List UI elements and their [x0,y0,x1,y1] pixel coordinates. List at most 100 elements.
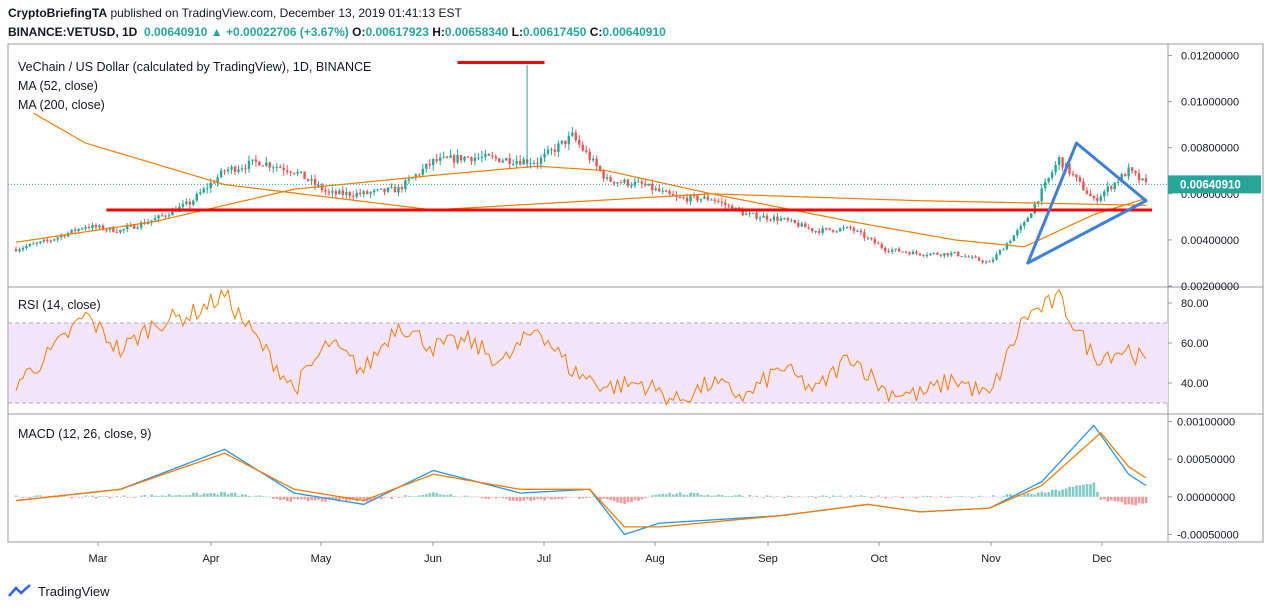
candle-body [1068,163,1071,174]
symbol: BINANCE:VETUSD, 1D [8,25,138,39]
macd-histogram-bar [216,494,220,497]
macd-histogram-bar [842,496,845,498]
ma52-legend[interactable]: MA (52, close) [18,79,98,93]
macd-histogram-bar [807,496,811,497]
candle-body [633,181,637,186]
macd-histogram-bar [671,494,675,497]
candle-body [595,158,598,167]
macd-histogram-bar [970,496,974,498]
tradingview-logo[interactable]: TradingView [8,583,110,599]
candle-body [943,253,946,256]
last-price: 0.00640910 [144,25,208,39]
macd-histogram-bar [894,496,898,497]
candle-body [814,231,817,233]
macd-histogram-bar [101,496,105,497]
ma200-legend[interactable]: MA (200, close) [18,98,105,112]
macd-histogram-bar [564,496,567,498]
candle-body [28,244,32,247]
candle-body [588,151,591,161]
macd-histogram-bar [762,496,765,498]
macd-histogram-bar [870,496,873,499]
candle-body [790,219,793,221]
candle-body [995,254,998,260]
macd-histogram-bar [658,494,661,497]
candle-body [564,140,567,145]
candle-body [338,190,341,195]
candle-body [817,231,821,233]
macd-histogram-bar [1047,492,1051,497]
macd-histogram-bar [1054,489,1057,497]
macd-histogram-bar [588,496,592,498]
candle-body [532,162,536,164]
macd-histogram-bar [1009,494,1012,497]
macd-histogram-bar [181,495,185,497]
macd-histogram-bar [1120,496,1124,503]
macd-histogram-bar [247,495,251,497]
open-value: 0.00617923 [365,25,429,39]
macd-histogram-bar [772,496,776,498]
candle-body [362,191,365,195]
candle-body [157,215,160,219]
macd-histogram-bar [160,495,164,497]
macd-histogram-bar [859,495,863,497]
candle-body [425,163,428,169]
macd-histogram-bar [202,493,206,497]
candle-body [251,159,254,161]
close-label: C: [589,25,603,39]
macd-histogram-bar [713,495,717,497]
macd-histogram-bar [995,496,998,498]
macd-histogram-bar [612,496,616,502]
macd-histogram-bar [1026,493,1030,497]
candle-body [856,230,859,232]
macd-histogram-bar [571,496,574,498]
macd-histogram-bar [852,496,856,498]
candle-body [313,179,317,186]
candle-body [46,239,49,241]
macd-histogram-bar [268,496,272,498]
macd-histogram-bar [557,496,560,500]
candle-body [400,186,404,190]
candle-body [692,195,696,197]
candle-body [755,212,758,219]
macd-histogram-bar [320,496,324,502]
macd-histogram-bar [459,496,463,498]
macd-histogram-bar [964,496,967,498]
candle-body [741,210,744,216]
macd-histogram-bar [925,495,929,497]
candle-body [710,199,713,201]
rsi-legend[interactable]: RSI (14, close) [18,298,101,312]
macd-histogram-bar [167,494,171,497]
candle-body [807,227,810,229]
macd-histogram-bar [432,492,435,497]
ma200-line [33,112,1146,211]
macd-legend[interactable]: MACD (12, 26, close, 9) [18,427,152,441]
macd-histogram-bar [292,496,296,500]
macd-histogram-bar [890,496,894,498]
macd-histogram-bar [108,496,112,499]
macd-histogram-bar [977,495,981,497]
macd-histogram-bar [466,495,470,497]
macd-histogram-bar [835,496,838,497]
macd-histogram-bar [334,496,338,500]
macd-histogram-bar [1116,496,1120,502]
candle-body [230,166,233,170]
macd-histogram-bar [873,496,877,498]
macd-histogram-bar [887,496,891,498]
candle-body [484,154,487,157]
publisher[interactable]: CryptoBriefingTA [8,6,108,20]
candle-body [1009,241,1012,244]
candle-body [877,243,880,245]
candle-body [122,229,125,231]
macd-histogram-bar [341,496,345,500]
macd-histogram-bar [233,492,237,497]
macd-histogram-bar [605,496,609,500]
macd-histogram-bar [178,494,181,497]
candle-body [849,226,852,229]
candle-body [1103,191,1106,197]
macd-histogram-bar [1123,496,1127,505]
macd-histogram-bar [550,496,553,500]
macd-histogram-bar [445,495,449,497]
macd-histogram-bar [734,495,738,497]
candle-body [334,191,338,195]
